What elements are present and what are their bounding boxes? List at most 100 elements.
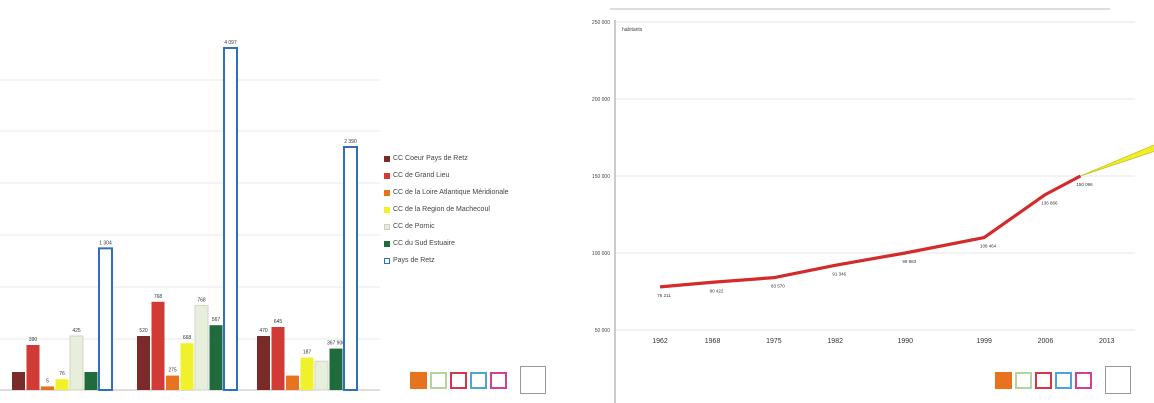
legend-swatch (384, 189, 390, 196)
x-tick-label: 1962 (652, 338, 668, 345)
bar (26, 345, 40, 390)
population-line (659, 174, 1082, 289)
bar (69, 335, 84, 391)
bar (314, 360, 329, 391)
legend-label: CC de la Loire Atlantique Méridionale (393, 189, 509, 196)
data-label: 83 570 (771, 284, 785, 289)
color-box (470, 372, 487, 389)
legend-item: Pays de Retz (384, 252, 584, 269)
legend-label: CC Coeur Pays de Retz (393, 155, 468, 162)
bar-chart-legend: CC Coeur Pays de Retz CC de Grand Lieu C… (384, 150, 584, 269)
data-label: 187 (303, 350, 312, 356)
bar (98, 247, 113, 391)
bar-chart: 390 5 76 425 1 304 520 768 275 668 768 567 4 097 470… (0, 40, 380, 391)
legend-item: CC du Sud Estuaire (384, 235, 584, 252)
data-label: 367 906 (327, 341, 345, 347)
bar (180, 343, 194, 390)
legend-item: CC de la Region de Machecoul (384, 201, 584, 218)
legend-item: CC de Grand Lieu (384, 167, 584, 184)
data-label: 76 211 (657, 293, 671, 298)
data-label: 668 (183, 335, 192, 341)
y-tick-label: 200 000 (592, 97, 610, 103)
bar (166, 375, 179, 390)
legend-label: CC de Pornic (393, 223, 435, 230)
legend-label: CC du Sud Estuaire (393, 240, 455, 247)
x-tick-label: 1990 (897, 338, 913, 345)
legend-swatch (384, 257, 390, 264)
bar (194, 304, 209, 391)
bar (12, 372, 25, 390)
legend-label: CC de Grand Lieu (393, 172, 450, 179)
color-box-large (520, 366, 546, 394)
x-tick-label: 1982 (827, 338, 843, 345)
data-label: 108 464 (980, 244, 997, 249)
bar (55, 379, 69, 390)
data-label: 768 (197, 297, 206, 303)
color-box-large (1105, 366, 1131, 394)
x-tick-label: 2006 (1038, 338, 1054, 345)
color-box (1035, 372, 1052, 389)
bar (151, 301, 165, 390)
data-label: 470 (259, 328, 268, 334)
color-box (1055, 372, 1072, 389)
data-label: 76 (59, 371, 65, 377)
y-tick-label: 150 000 (592, 174, 610, 180)
legend-swatch (384, 223, 390, 230)
data-label: 150 096 (1076, 182, 1093, 187)
color-box (1015, 372, 1032, 389)
bar (223, 47, 238, 391)
data-label: 80 422 (710, 288, 724, 293)
data-label: 567 (212, 317, 221, 323)
x-tick-label: 1968 (705, 338, 721, 345)
bar (329, 348, 343, 390)
data-label: 645 (274, 319, 283, 325)
y-tick-label: 250 000 (592, 20, 610, 26)
color-box (1075, 372, 1092, 389)
x-tick-label: 1999 (976, 338, 992, 345)
projection-band (1080, 144, 1154, 177)
color-box (430, 372, 447, 389)
color-boxes-left (410, 366, 546, 394)
bar (41, 386, 54, 390)
data-label: 425 (72, 328, 81, 334)
data-label: 1 304 (99, 240, 112, 246)
data-label: 5 (46, 378, 49, 384)
color-boxes-right (995, 366, 1131, 394)
legend-swatch (384, 240, 390, 247)
line-chart: 50 000 100 000 150 000 200 000 250 000 habita… (592, 8, 1154, 403)
data-label: 99 883 (902, 259, 916, 264)
bar (343, 146, 358, 391)
legend-item: CC Coeur Pays de Retz (384, 150, 584, 167)
legend-label: CC de la Region de Machecoul (393, 206, 490, 213)
color-box (450, 372, 467, 389)
x-tick-label: 2013 (1099, 338, 1115, 345)
data-label: 91 346 (832, 271, 846, 276)
bar (209, 325, 223, 390)
data-label: 520 (139, 328, 148, 334)
bar (286, 375, 299, 390)
bar (257, 336, 270, 390)
color-box (410, 372, 427, 389)
data-label: 2 390 (344, 139, 357, 145)
data-label: 275 (168, 368, 177, 374)
x-tick-label: 1975 (766, 338, 782, 345)
y-tick-label: 100 000 (592, 251, 610, 257)
data-label: 768 (154, 294, 163, 300)
legend-item: CC de la Loire Atlantique Méridionale (384, 184, 584, 201)
bar (137, 336, 150, 390)
bar (84, 372, 98, 390)
data-label: 390 (29, 337, 38, 343)
legend-swatch (384, 172, 390, 179)
color-box (995, 372, 1012, 389)
y-tick-label: 50 000 (595, 328, 611, 334)
legend-item: CC de Pornic (384, 218, 584, 235)
legend-label: Pays de Retz (393, 257, 435, 264)
color-box (490, 372, 507, 389)
data-label: 4 097 (224, 40, 237, 46)
y-axis-title: habitants (622, 27, 643, 33)
legend-swatch (384, 206, 390, 213)
bar (300, 357, 314, 390)
legend-swatch (384, 155, 390, 162)
data-label: 136 866 (1041, 200, 1058, 205)
bar (271, 327, 285, 390)
